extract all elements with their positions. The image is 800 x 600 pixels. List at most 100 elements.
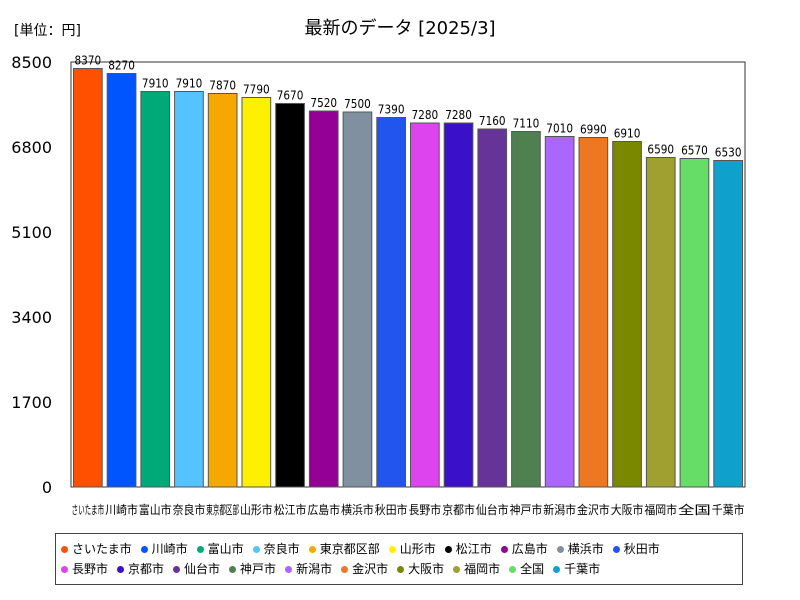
legend-dot-icon: [553, 565, 561, 573]
bar-value-label: 7390: [378, 103, 405, 117]
legend-item: 金沢市: [341, 559, 388, 579]
legend-label: 神戸市: [240, 562, 277, 576]
chart-title: 最新のデータ [2025/3]: [304, 18, 496, 39]
legend-item: 富山市: [196, 539, 244, 559]
legend-label: 新潟市: [296, 562, 333, 576]
legend-dot-icon: [556, 545, 564, 553]
legend-label: 福岡市: [464, 562, 501, 576]
x-tick-label: 富山市: [139, 502, 172, 517]
legend-label: 全国: [520, 562, 545, 576]
y-tick-label: 0: [42, 478, 52, 497]
x-tick-label: 千葉市: [712, 502, 745, 517]
legend-row: 長野市 京都市 仙台市 神戸市 新潟市 金沢市 大阪市 福岡市 全国 千葉市: [61, 559, 742, 579]
x-tick-label: 福岡市: [644, 502, 677, 517]
bar-value-label: 6910: [614, 127, 641, 141]
legend: さいたま市 川崎市 富山市 奈良市 東京都区部 山形市 松江市 広島市 横浜市 秋田市 長野市 京都市…: [55, 533, 743, 585]
x-tick-label: 新潟市: [543, 502, 576, 517]
legend-label: 松江市: [455, 542, 492, 556]
legend-item: 大阪市: [397, 559, 444, 579]
legend-dot-icon: [308, 545, 316, 553]
bar: [376, 117, 406, 488]
legend-item: 松江市: [444, 539, 492, 559]
x-tick-label: さいたま市: [72, 502, 105, 517]
legend-label: 東京都区部: [319, 542, 380, 556]
legend-dot-icon: [61, 565, 68, 573]
legend-item: 全国: [509, 559, 544, 579]
bar: [140, 91, 171, 488]
unit-label: [単位：円]: [14, 23, 81, 39]
bar-value-label: 6570: [681, 144, 708, 158]
x-tick-label: 広島市: [307, 502, 340, 517]
legend-dot-icon: [509, 565, 517, 573]
legend-dot-icon: [229, 565, 237, 573]
bar-value-label: 7790: [243, 83, 270, 97]
legend-item: 千葉市: [553, 559, 600, 579]
legend-label: 横浜市: [567, 542, 604, 556]
legend-label: 千葉市: [564, 562, 601, 576]
bar-value-label: 7110: [513, 117, 540, 131]
y-tick-label: 3400: [11, 308, 52, 327]
x-tick-label: 松江市: [274, 502, 307, 517]
bar-value-label: 7870: [209, 79, 236, 93]
bar: [207, 93, 238, 488]
bar-value-label: 6530: [715, 146, 742, 160]
legend-item: さいたま市: [61, 539, 132, 559]
legend-dot-icon: [397, 565, 405, 573]
x-tick-label: 奈良市: [173, 502, 206, 517]
legend-item: 京都市: [117, 559, 164, 579]
legend-label: 富山市: [207, 542, 244, 556]
legend-item: 神戸市: [229, 559, 276, 579]
x-tick-label: 山形市: [240, 502, 273, 517]
legend-item: 山形市: [388, 539, 436, 559]
bar: [544, 136, 575, 488]
bar-value-label: 7910: [142, 77, 169, 91]
legend-dot-icon: [61, 545, 68, 553]
bar-value-label: 8370: [75, 54, 102, 68]
bar: [477, 128, 508, 488]
x-tick-label: 川崎市: [105, 502, 138, 517]
x-tick-label: 神戸市: [510, 502, 543, 517]
legend-item: 福岡市: [453, 559, 500, 579]
x-tick-label: 東京都区部: [206, 502, 239, 517]
legend-item: 新潟市: [285, 559, 332, 579]
x-tick-label: 大阪市: [611, 502, 644, 517]
legend-dot-icon: [117, 565, 125, 573]
bar: [578, 137, 609, 488]
legend-label: さいたま市: [72, 542, 132, 556]
bar-value-label: 7670: [277, 89, 304, 103]
legend-item: 広島市: [500, 539, 548, 559]
legend-label: 山形市: [399, 542, 436, 556]
x-tick-label: 長野市: [409, 502, 442, 517]
legend-item: 仙台市: [173, 559, 220, 579]
x-tick-label: 仙台市: [476, 502, 509, 517]
legend-label: 広島市: [511, 542, 548, 556]
legend-item: 長野市: [61, 559, 108, 579]
legend-dot-icon: [500, 545, 508, 553]
legend-label: 大阪市: [408, 562, 445, 576]
bar: [174, 91, 204, 488]
bar-value-label: 7280: [412, 108, 439, 122]
legend-dot-icon: [252, 545, 260, 553]
legend-dot-icon: [140, 545, 148, 553]
legend-dot-icon: [388, 545, 396, 553]
legend-dot-icon: [196, 545, 204, 553]
legend-label: 京都市: [128, 562, 165, 576]
y-tick-label: 6800: [11, 138, 52, 157]
x-tick-label: 横浜市: [341, 502, 374, 517]
legend-item: 横浜市: [556, 539, 604, 559]
legend-row: さいたま市 川崎市 富山市 奈良市 東京都区部 山形市 松江市 広島市 横浜市 秋田市: [61, 539, 742, 559]
legend-label: 長野市: [72, 562, 109, 576]
bar-value-label: 7500: [344, 97, 371, 111]
legend-label: 金沢市: [352, 562, 389, 576]
bar: [73, 68, 103, 488]
legend-label: 奈良市: [263, 542, 300, 556]
legend-item: 川崎市: [140, 539, 188, 559]
y-tick-label: 1700: [11, 393, 52, 412]
legend-label: 川崎市: [151, 542, 188, 556]
bar: [241, 97, 272, 488]
bar: [443, 122, 474, 488]
x-tick-label: 全国: [678, 502, 711, 517]
legend-dot-icon: [285, 565, 293, 573]
legend-dot-icon: [444, 545, 452, 553]
bar: [275, 103, 305, 488]
